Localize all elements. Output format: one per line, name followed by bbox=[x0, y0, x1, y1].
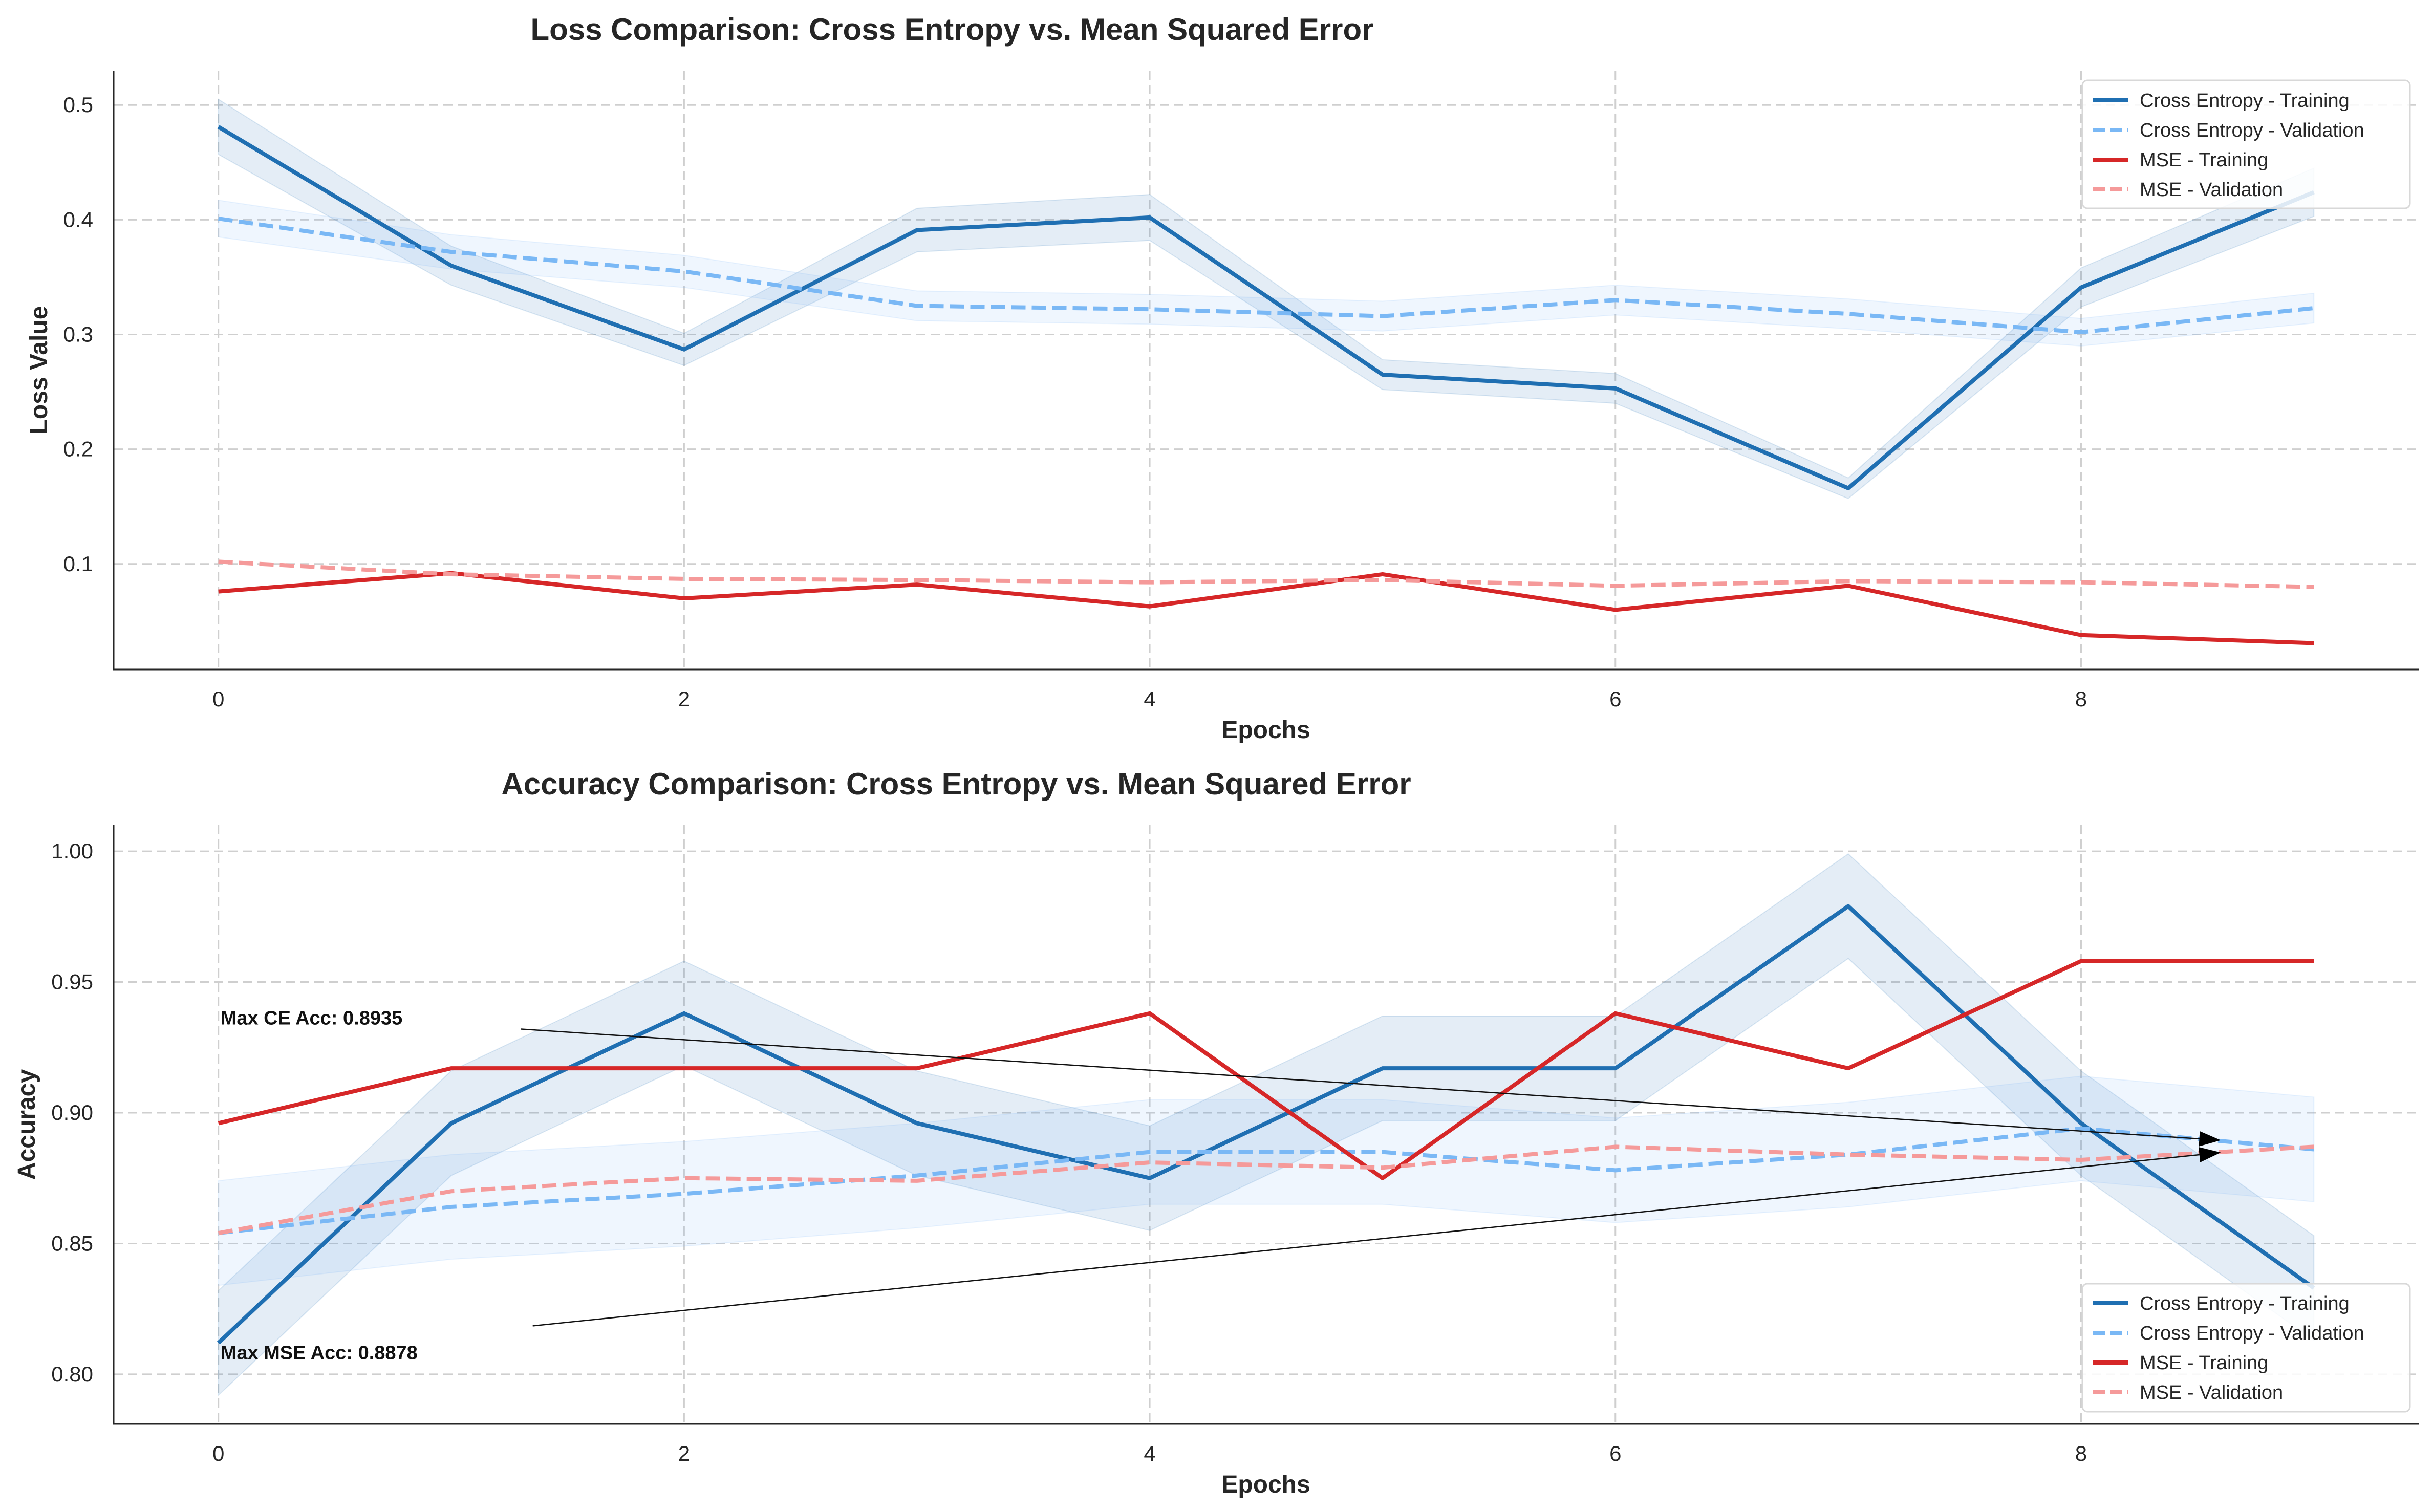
accuracy-x-ticks: 0 2 4 6 8 bbox=[212, 1441, 2087, 1465]
loss-bands bbox=[218, 98, 2315, 500]
accuracy-confidence-band bbox=[218, 1075, 2315, 1286]
loss-series-line bbox=[218, 559, 2314, 589]
loss-lines bbox=[217, 125, 2315, 645]
accuracy-y-tick: 1.00 bbox=[51, 839, 93, 863]
loss-x-ticks: 0 2 4 6 8 bbox=[212, 687, 2087, 711]
accuracy-axes-spines bbox=[113, 825, 2419, 1425]
loss-y-tick: 0.5 bbox=[63, 93, 93, 117]
accuracy-legend-label: Cross Entropy - Validation bbox=[2140, 1323, 2364, 1344]
max-mse-annotation-arrow bbox=[532, 1154, 2200, 1327]
accuracy-x-axis-label: Epochs bbox=[1221, 1471, 1310, 1498]
loss-y-tick: 0.1 bbox=[63, 552, 93, 576]
accuracy-y-tick: 0.90 bbox=[51, 1100, 93, 1125]
loss-y-tick: 0.4 bbox=[63, 207, 93, 231]
loss-series-line bbox=[218, 217, 2314, 335]
accuracy-y-tick: 0.85 bbox=[51, 1231, 93, 1255]
loss-legend-label: MSE - Training bbox=[2140, 149, 2268, 171]
max-mse-annotation-arrowhead bbox=[2199, 1147, 2221, 1162]
loss-series-line bbox=[218, 571, 2314, 645]
max-ce-annotation-arrow bbox=[521, 1028, 2200, 1140]
accuracy-series-line bbox=[218, 959, 2314, 1180]
accuracy-y-tick: 0.95 bbox=[51, 970, 93, 994]
accuracy-y-ticks: 0.80 0.85 0.90 0.95 1.00 bbox=[51, 839, 93, 1386]
loss-chart: Loss Comparison: Cross Entropy vs. Mean … bbox=[26, 12, 2419, 744]
accuracy-y-tick: 0.80 bbox=[51, 1362, 93, 1386]
accuracy-x-tick: 2 bbox=[678, 1441, 690, 1465]
accuracy-legend: Cross Entropy - Training Cross Entropy -… bbox=[2081, 1283, 2411, 1413]
loss-x-axis-label: Epochs bbox=[1221, 717, 1310, 744]
accuracy-series-line bbox=[218, 1126, 2314, 1236]
loss-legend-frame bbox=[2081, 79, 2411, 209]
accuracy-x-tick: 6 bbox=[1609, 1441, 1621, 1465]
max-mse-annotation-label: Max MSE Acc: 0.8878 bbox=[221, 1342, 418, 1364]
accuracy-legend-label: MSE - Training bbox=[2140, 1352, 2268, 1374]
loss-x-tick: 0 bbox=[212, 687, 224, 711]
loss-y-tick: 0.2 bbox=[63, 437, 93, 461]
accuracy-chart: Accuracy Comparison: Cross Entropy vs. M… bbox=[13, 767, 2419, 1498]
loss-x-tick: 2 bbox=[678, 687, 690, 711]
accuracy-y-axis-label: Accuracy bbox=[13, 1069, 40, 1180]
loss-y-ticks: 0.1 0.2 0.3 0.4 0.5 bbox=[63, 93, 93, 576]
loss-legend-label: Cross Entropy - Training bbox=[2140, 90, 2350, 112]
accuracy-legend-label: MSE - Validation bbox=[2140, 1382, 2283, 1403]
loss-x-tick: 8 bbox=[2075, 687, 2087, 711]
loss-legend: Cross Entropy - Training Cross Entropy -… bbox=[2081, 79, 2411, 209]
loss-confidence-band bbox=[218, 98, 2315, 500]
accuracy-legend-label: Cross Entropy - Training bbox=[2140, 1293, 2350, 1314]
accuracy-series-line bbox=[218, 1144, 2314, 1235]
max-ce-annotation-label: Max CE Acc: 0.8935 bbox=[221, 1008, 403, 1029]
loss-x-tick: 4 bbox=[1144, 687, 1155, 711]
max-ce-annotation-arrowhead bbox=[2199, 1131, 2221, 1147]
accuracy-chart-title: Accuracy Comparison: Cross Entropy vs. M… bbox=[501, 767, 1411, 801]
loss-series-line bbox=[217, 125, 2315, 490]
loss-y-tick: 0.3 bbox=[63, 322, 93, 347]
accuracy-x-tick: 0 bbox=[212, 1441, 224, 1465]
accuracy-x-tick: 4 bbox=[1144, 1441, 1155, 1465]
loss-legend-label: MSE - Validation bbox=[2140, 179, 2283, 201]
loss-grid bbox=[114, 71, 2419, 669]
accuracy-legend-frame bbox=[2081, 1283, 2411, 1413]
loss-y-axis-label: Loss Value bbox=[26, 306, 53, 435]
loss-legend-label: Cross Entropy - Validation bbox=[2140, 120, 2364, 141]
accuracy-lines bbox=[217, 904, 2315, 1345]
accuracy-annotations: Max CE Acc: 0.8935 Max MSE Acc: 0.8878 bbox=[221, 1008, 2221, 1364]
accuracy-x-tick: 8 bbox=[2075, 1441, 2087, 1465]
loss-axes-spines bbox=[113, 71, 2419, 671]
loss-chart-title: Loss Comparison: Cross Entropy vs. Mean … bbox=[530, 12, 1373, 47]
loss-x-tick: 6 bbox=[1609, 687, 1621, 711]
